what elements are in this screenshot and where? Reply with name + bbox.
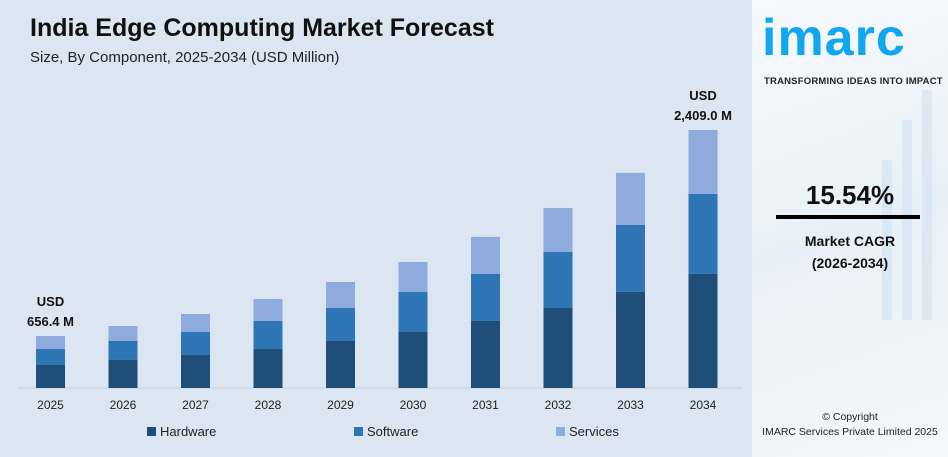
bar-software-2025: [36, 349, 65, 365]
imarc-logo: imarc: [762, 9, 906, 67]
legend-software: Software: [354, 424, 418, 439]
bar-hardware-2031: [471, 320, 500, 388]
bar-software-2032: [543, 251, 573, 308]
bar-software-2031: [471, 273, 500, 321]
x-tick-label: 2030: [400, 398, 427, 412]
bar-software-2026: [108, 340, 138, 360]
x-tick-label: 2028: [255, 398, 282, 412]
bar-hardware-2029: [326, 340, 355, 388]
logo-tagline: TRANSFORMING IDEAS INTO IMPACT: [764, 76, 943, 87]
bar-services-2025: [36, 336, 65, 350]
x-tick-label: 2033: [617, 398, 644, 412]
bar-services-2026: [108, 325, 138, 341]
total-label-unit: USD: [689, 88, 716, 103]
total-label-value: 2,409.0 M: [674, 108, 732, 123]
x-tick-label: 2025: [37, 398, 64, 412]
bar-software-2028: [253, 320, 283, 350]
legend-services: Services: [556, 424, 619, 439]
x-tick-label: 2032: [545, 398, 572, 412]
side-panel: imarc TRANSFORMING IDEAS INTO IMPACT 15.…: [752, 0, 948, 457]
bar-hardware-2025: [36, 364, 65, 388]
cagr-label-text: Market CAGR: [804, 233, 896, 249]
bar-hardware-2034: [688, 273, 718, 388]
chart-panel: India Edge Computing Market Forecast Siz…: [0, 0, 752, 457]
legend-hardware: Hardware: [147, 424, 216, 439]
x-tick-label: 2027: [182, 398, 209, 412]
total-label-unit: USD: [37, 294, 64, 309]
bar-services-2031: [471, 236, 500, 274]
x-tick-label: 2034: [690, 398, 717, 412]
legend-label: Software: [367, 424, 419, 439]
bar-services-2028: [253, 299, 283, 321]
copyright-text: © Copyright: [822, 411, 878, 423]
bar-services-2029: [326, 281, 355, 308]
chart-title: India Edge Computing Market Forecast: [30, 14, 494, 42]
bar-hardware-2026: [108, 359, 138, 388]
bar-software-2033: [616, 224, 645, 292]
total-label-value: 656.4 M: [27, 314, 74, 329]
legend-label: Services: [569, 424, 619, 439]
bar-hardware-2028: [253, 349, 283, 388]
bar-services-2034: [688, 130, 718, 194]
bar-hardware-2030: [398, 331, 428, 388]
cagr-period: (2026-2034): [811, 255, 889, 271]
bar-hardware-2033: [616, 291, 645, 388]
decor-bar: [922, 90, 932, 320]
bar-services-2032: [543, 207, 573, 252]
decor-bar: [902, 120, 912, 320]
bar-services-2033: [616, 172, 645, 225]
bar-software-2029: [326, 307, 355, 341]
bar-chart: 2025 2026 2027 2028 2029 2030 2031 2032 2033 2034…: [18, 88, 742, 412]
bar-software-2027: [181, 331, 210, 356]
bar-services-2027: [181, 313, 210, 332]
decor-bar: [882, 160, 892, 320]
cagr-label: Market CAGR (2026-2034): [752, 230, 948, 274]
bar-services-2030: [398, 261, 428, 292]
x-tick-label: 2029: [327, 398, 354, 412]
bar-hardware-2027: [181, 355, 210, 388]
legend-swatch-software: [354, 427, 363, 436]
bar-hardware-2032: [543, 307, 573, 388]
copyright: © Copyright IMARC Services Private Limite…: [752, 410, 948, 440]
x-tick-label: 2026: [110, 398, 137, 412]
company-name: IMARC Services Private Limited 2025: [762, 426, 938, 438]
legend-swatch-hardware: [147, 427, 156, 436]
legend-swatch-services: [556, 427, 565, 436]
chart-subtitle: Size, By Component, 2025-2034 (USD Milli…: [30, 49, 340, 66]
cagr-divider: [776, 215, 920, 219]
cagr-value: 15.54%: [805, 180, 895, 210]
legend-label: Hardware: [160, 424, 217, 439]
x-tick-label: 2031: [472, 398, 499, 412]
bar-software-2030: [398, 291, 428, 332]
bar-software-2034: [688, 193, 718, 274]
